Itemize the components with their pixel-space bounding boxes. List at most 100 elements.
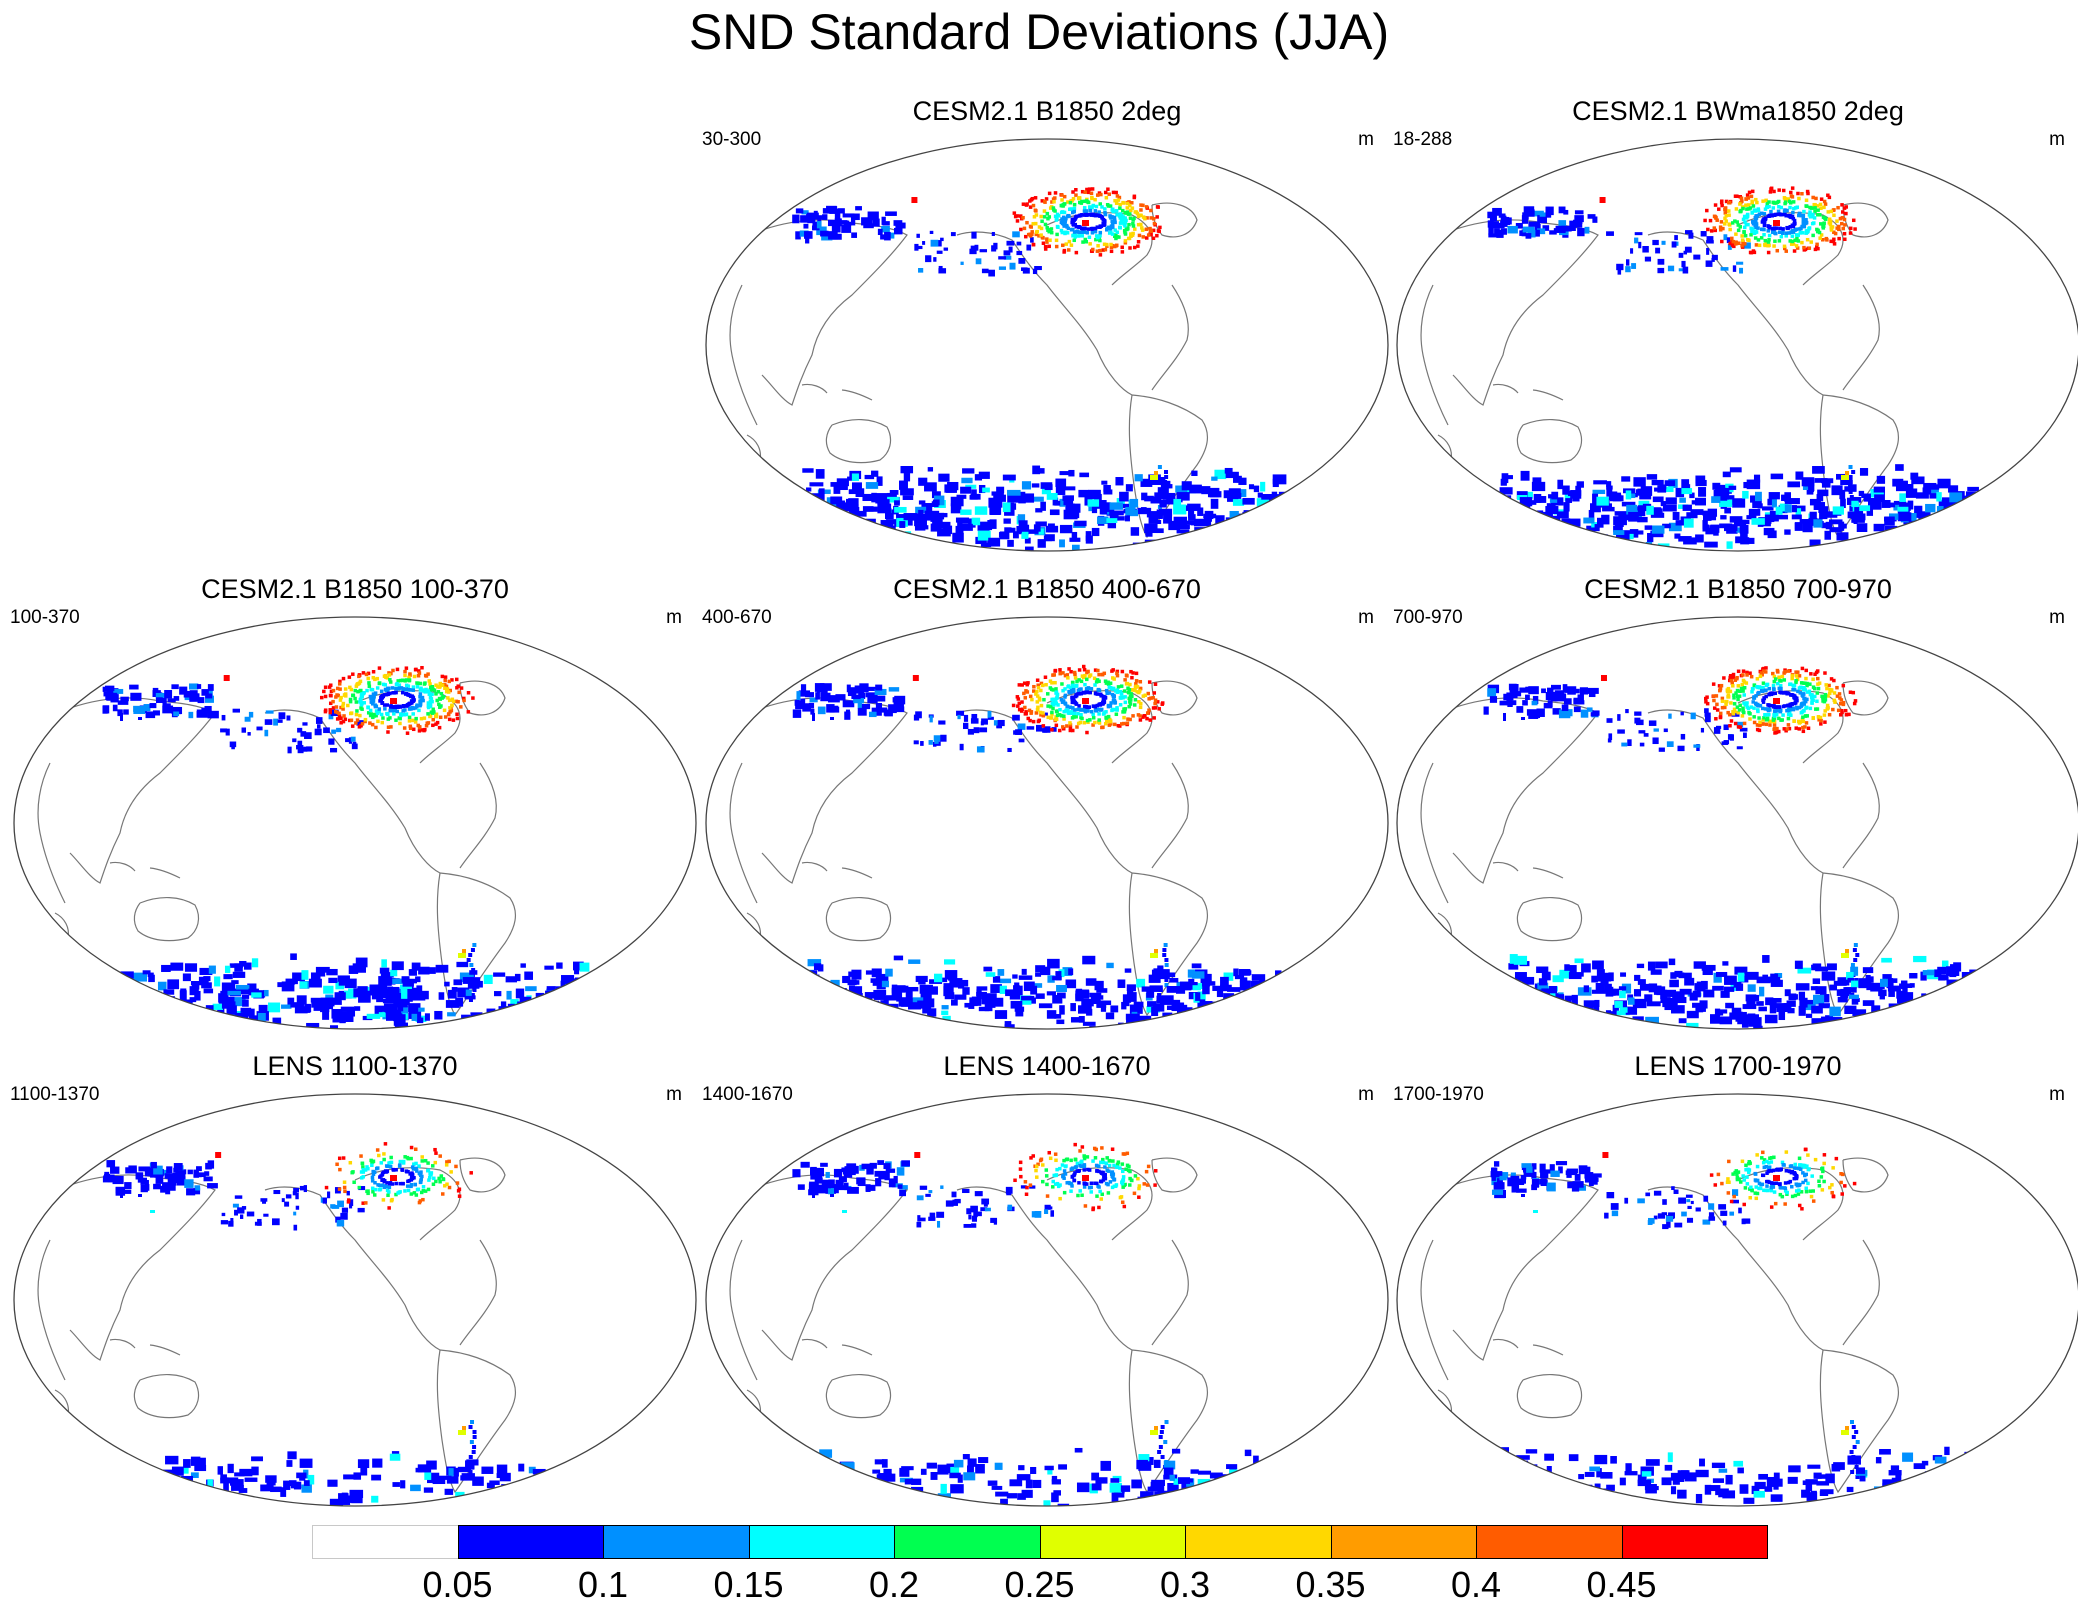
snow-cell	[1535, 230, 1540, 237]
snow-cell	[329, 711, 333, 715]
snow-cell	[1767, 709, 1771, 713]
snow-cell	[580, 980, 587, 985]
snow-cell	[1086, 227, 1090, 231]
snow-cell	[396, 1014, 405, 1023]
snow-cell	[1760, 212, 1764, 216]
snow-cell	[1202, 984, 1210, 994]
snow-cell	[1946, 537, 1953, 543]
snow-cell	[1080, 227, 1084, 231]
snow-cell	[1777, 705, 1781, 709]
snow-cell	[1516, 546, 1524, 555]
snow-cell	[1255, 525, 1268, 530]
snow-cell	[564, 1012, 572, 1020]
snow-cell	[1521, 717, 1525, 720]
snow-cell	[1159, 509, 1172, 516]
snow-cell	[1079, 708, 1083, 712]
map-panel-lens-1100-1370: LENS 1100-1370 1100-1370 m	[10, 1050, 700, 1510]
snow-cell	[1508, 528, 1519, 533]
snow-cell	[1019, 975, 1033, 979]
snow-cell	[1652, 240, 1658, 245]
snow-cell	[1830, 688, 1834, 692]
snow-cell	[1802, 730, 1806, 734]
snow-cell	[355, 709, 359, 713]
snow-cell	[422, 729, 426, 733]
snow-cell	[1871, 1022, 1880, 1031]
snow-cell	[1024, 712, 1028, 716]
snow-cell	[1221, 524, 1227, 528]
snow-cell	[1775, 226, 1779, 230]
snow-cell	[1105, 716, 1109, 720]
snow-cell	[174, 1024, 188, 1031]
snow-cell	[1773, 239, 1777, 243]
snow-cell	[1072, 234, 1076, 238]
snow-cell	[1215, 1005, 1221, 1014]
snow-cell	[369, 709, 373, 713]
snow-cell	[1838, 696, 1842, 700]
snow-cell	[378, 682, 382, 686]
snow-cell	[1082, 665, 1086, 669]
snow-cell	[1761, 722, 1765, 726]
snow-cell	[138, 717, 142, 720]
snow-cell	[1674, 235, 1678, 240]
snow-cell	[1258, 1002, 1270, 1008]
snow-cell	[1684, 251, 1687, 255]
snow-cell	[1096, 236, 1100, 240]
snow-cell	[448, 680, 452, 684]
snow-cell	[1273, 981, 1284, 985]
snow-cell	[1118, 979, 1126, 987]
snow-cell	[804, 231, 813, 239]
snow-cell	[1662, 241, 1666, 245]
snow-cell	[1686, 512, 1697, 518]
snow-cell	[983, 967, 992, 972]
panel-title: CESM2.1 B1850 100-370	[10, 573, 700, 605]
snow-cell	[1544, 703, 1553, 708]
snow-cell	[1061, 689, 1065, 693]
snow-cell	[1854, 943, 1858, 947]
snow-cell	[815, 692, 820, 699]
snow-cell	[1155, 234, 1159, 238]
snow-cell	[1050, 728, 1054, 732]
snow-cell	[1774, 213, 1778, 217]
snow-cell	[1758, 720, 1762, 724]
snow-cell	[1921, 1018, 1929, 1025]
snow-cell	[962, 468, 974, 473]
snow-cell	[1512, 521, 1524, 527]
snow-cell	[962, 524, 973, 531]
snow-cell	[409, 725, 413, 729]
snow-cell	[1498, 1008, 1508, 1016]
snow-cell	[1238, 1005, 1246, 1009]
snow-cell	[929, 986, 938, 994]
snow-cell	[460, 686, 464, 690]
snow-cell	[561, 1015, 574, 1022]
coastline	[460, 763, 496, 868]
snow-cell	[1645, 257, 1651, 262]
snow-cell	[1924, 1004, 1929, 1010]
snow-cell	[392, 961, 404, 970]
snow-cell	[1811, 222, 1815, 226]
snow-cell	[1145, 205, 1149, 209]
snow-cell	[1012, 974, 1017, 978]
snow-cell	[167, 979, 179, 989]
snow-cell	[1016, 251, 1022, 255]
snow-cell	[1015, 1010, 1023, 1017]
map-content	[1421, 666, 1986, 1033]
snow-cell	[1092, 214, 1096, 218]
snow-cell	[1832, 240, 1836, 244]
snow-cell	[1126, 484, 1133, 491]
snow-cell	[415, 976, 420, 982]
snow-cell	[1769, 210, 1773, 214]
snow-cell	[197, 684, 201, 689]
snow-cell	[129, 998, 137, 1006]
snow-cell	[1758, 503, 1763, 508]
snow-cell	[1778, 239, 1782, 243]
snow-cell	[1024, 696, 1028, 700]
snow-cell	[960, 487, 971, 494]
snow-cell	[1808, 246, 1812, 250]
snow-cell	[1262, 1019, 1273, 1026]
snow-cell	[1053, 681, 1057, 685]
coastline	[1533, 868, 1563, 878]
snow-cell	[1228, 1013, 1242, 1022]
snow-cell	[891, 536, 897, 541]
snow-cell	[1007, 490, 1021, 496]
snow-cell	[1642, 246, 1648, 253]
